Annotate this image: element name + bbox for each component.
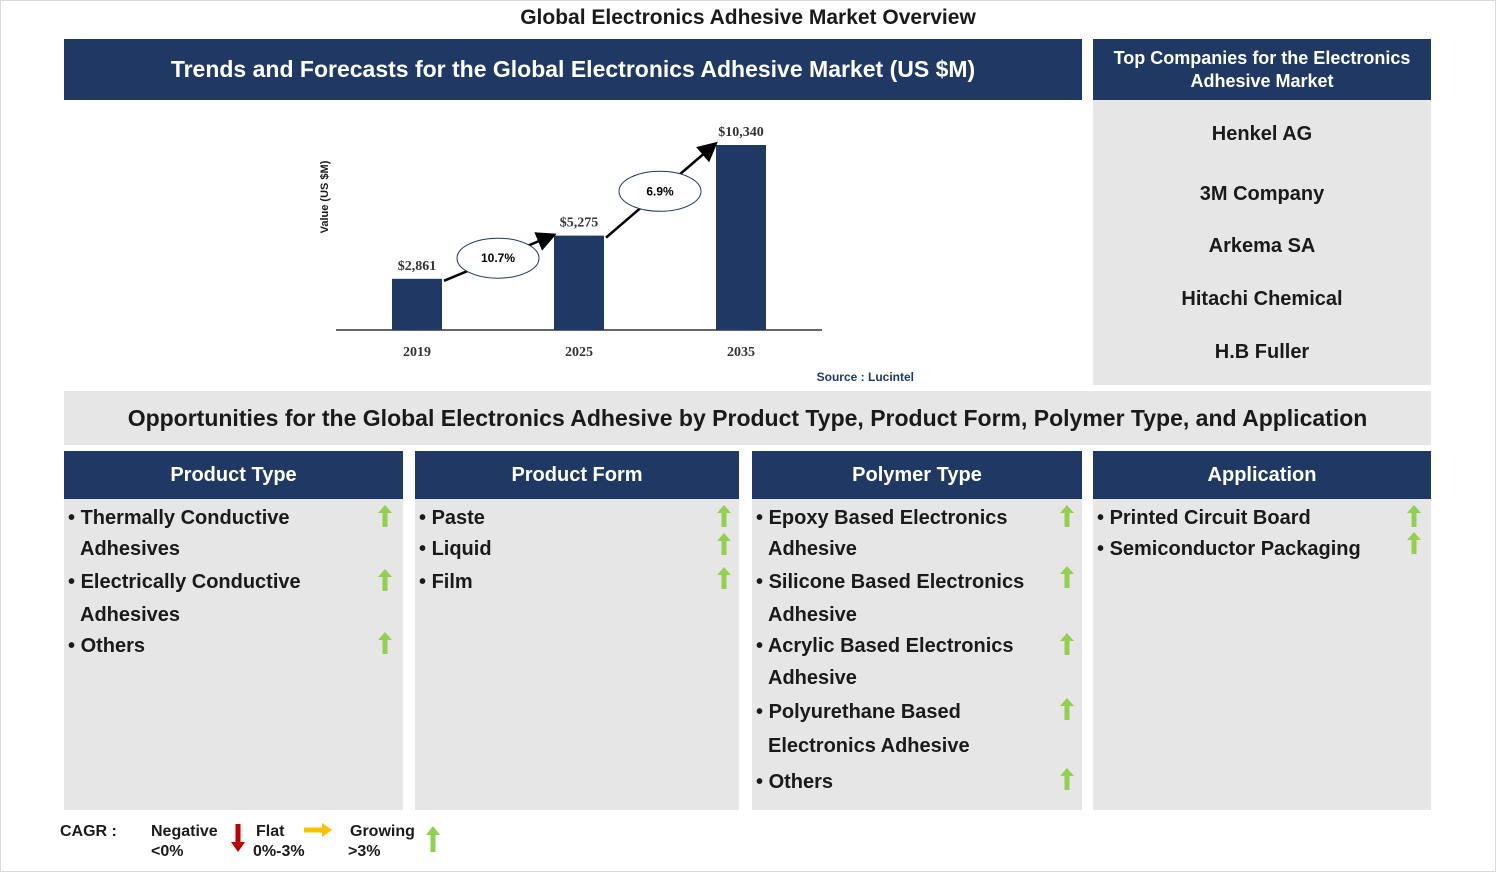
opportunities-banner: Opportunities for the Global Electronics… (64, 391, 1431, 445)
application-header: Application (1093, 451, 1431, 499)
list-item: • Semiconductor Packaging (1097, 538, 1361, 560)
product-form-panel: • Paste • Liquid • Film (415, 499, 739, 810)
x-tick-label-2025: 2025 (565, 345, 593, 360)
list-item-continued: Adhesives (80, 538, 181, 560)
market-bar-chart: Value (US $M) $2,861 2019 $5,275 2025 $10,34… (319, 125, 914, 384)
list-item: • Others (756, 771, 834, 793)
company-henkel: Henkel AG (1211, 123, 1313, 145)
negative-arrow-icon (231, 824, 245, 852)
polymer-type-header: Polymer Type (752, 451, 1082, 499)
list-item: • Film (419, 571, 473, 593)
chart-source: Source : Lucintel (817, 370, 914, 384)
growing-arrow-icon (426, 826, 440, 852)
cagr-bubble-2 (618, 170, 702, 212)
legend-flat-range: 0%-3% (253, 843, 305, 860)
bar-2025 (554, 235, 604, 330)
legend-negative: Negative (151, 823, 218, 840)
cagr-bubble-1 (456, 237, 540, 279)
top-companies-header: Top Companies for the Electronics Adhesi… (1093, 39, 1431, 100)
value-label-2035: $10,340 (718, 125, 764, 140)
polymer-type-panel: • Epoxy Based Electronics Adhesive • Sil… (752, 499, 1082, 810)
legend-flat: Flat (256, 823, 285, 840)
growing-arrow-icon (1060, 505, 1074, 527)
list-item-continued: Adhesives (80, 604, 181, 626)
growing-arrow-icon (1060, 698, 1074, 720)
growing-arrow-icon (1407, 532, 1421, 554)
list-item-continued: Electronics Adhesive (768, 735, 970, 757)
list-item: • Paste (419, 507, 485, 529)
company-hb-fuller: H.B Fuller (1214, 341, 1310, 363)
application-panel: • Printed Circuit Board • Semiconductor … (1093, 499, 1431, 810)
y-axis-label: Value (US $M) (319, 160, 331, 233)
product-form-header: Product Form (415, 451, 739, 499)
legend-growing: Growing (350, 823, 415, 840)
growing-arrow-icon (717, 567, 731, 589)
company-3m: 3M Company (1199, 183, 1325, 205)
growing-arrow-icon (1407, 505, 1421, 527)
growing-arrow-icon (378, 632, 392, 654)
growing-arrow-icon (717, 505, 731, 527)
product-type-panel: • Thermally Conductive Adhesives • Elect… (64, 499, 403, 810)
x-tick-label-2035: 2035 (727, 345, 755, 360)
list-item-continued: Adhesive (768, 667, 857, 689)
value-label-2025: $5,275 (560, 216, 599, 231)
x-tick-label-2019: 2019 (403, 345, 431, 360)
list-item: • Silicone Based Electronics (756, 571, 1025, 593)
bar-2019 (392, 278, 442, 330)
bar-2035 (716, 145, 766, 330)
cagr-label-1: 10.7% (481, 251, 515, 265)
list-item: • Epoxy Based Electronics (756, 507, 1008, 529)
list-item: • Printed Circuit Board (1097, 507, 1311, 529)
trend-header: Trends and Forecasts for the Global Elec… (64, 39, 1082, 100)
list-item-continued: Adhesive (768, 538, 857, 560)
growing-arrow-icon (1060, 768, 1074, 790)
cagr-label-2: 6.9% (646, 184, 674, 198)
list-item: • Electrically Conductive (68, 571, 301, 593)
list-item: • Thermally Conductive (68, 507, 290, 529)
growing-arrow-icon (1060, 566, 1074, 588)
list-item-continued: Adhesive (768, 604, 857, 626)
top-companies-panel: Henkel AG 3M Company Arkema SA Hitachi C… (1093, 100, 1431, 385)
list-item: • Liquid (419, 538, 492, 560)
legend-growing-range: >3% (348, 843, 381, 860)
value-label-2019: $2,861 (398, 259, 437, 274)
company-hitachi: Hitachi Chemical (1181, 288, 1343, 310)
growing-arrow-icon (378, 505, 392, 527)
flat-arrow-icon (304, 823, 332, 837)
list-item: • Others (68, 635, 146, 657)
growing-arrow-icon (717, 533, 731, 555)
growing-arrow-icon (1060, 633, 1074, 655)
legend-cagr-label: CAGR : (60, 823, 117, 840)
company-arkema: Arkema SA (1208, 235, 1316, 257)
page-title: Global Electronics Adhesive Market Overv… (520, 6, 976, 29)
list-item: • Acrylic Based Electronics (756, 635, 1014, 657)
legend-negative-range: <0% (151, 843, 184, 860)
list-item: • Polyurethane Based (756, 701, 961, 723)
product-type-header: Product Type (64, 451, 403, 499)
growing-arrow-icon (378, 569, 392, 591)
